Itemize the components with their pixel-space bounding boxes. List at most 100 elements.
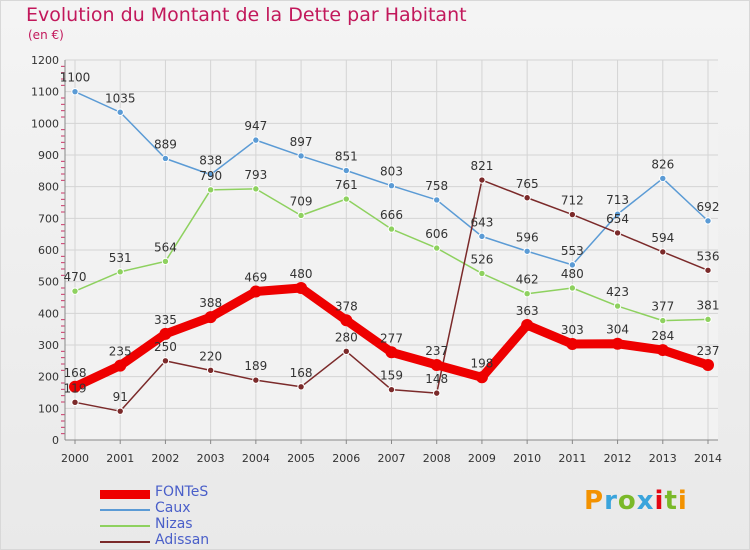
- y-tick-label: 400: [38, 307, 59, 320]
- x-tick-label: 2014: [694, 452, 722, 465]
- x-tick-label: 2007: [378, 452, 406, 465]
- data-label: 564: [154, 240, 177, 254]
- data-label: 666: [380, 208, 403, 222]
- x-tick-label: 2008: [423, 452, 451, 465]
- data-label: 821: [470, 159, 493, 173]
- data-label: 235: [109, 345, 132, 359]
- data-label: 851: [335, 150, 358, 164]
- logo-letter: i: [654, 486, 665, 516]
- data-label: 713: [606, 193, 629, 207]
- data-point: [523, 194, 531, 202]
- data-label: 531: [109, 251, 132, 265]
- x-tick-label: 2011: [558, 452, 586, 465]
- data-label: 237: [697, 344, 720, 358]
- legend-label: Caux: [155, 500, 191, 516]
- data-point: [297, 383, 305, 391]
- data-label: 469: [244, 270, 267, 284]
- y-tick-label: 1100: [31, 86, 59, 99]
- data-label: 793: [244, 168, 267, 182]
- data-label: 761: [335, 178, 358, 192]
- data-label: 462: [516, 273, 539, 287]
- data-label: 606: [425, 227, 448, 241]
- legend-label: Adissan: [155, 532, 210, 548]
- data-label: 765: [516, 177, 539, 191]
- legend-label: FONTeS: [155, 484, 209, 500]
- data-label: 335: [154, 313, 177, 327]
- data-label: 712: [561, 194, 584, 208]
- data-point: [71, 287, 79, 295]
- legend-swatch: [100, 541, 150, 543]
- data-point: [295, 282, 308, 294]
- data-point: [478, 269, 486, 278]
- x-tick-label: 2000: [61, 452, 89, 465]
- data-label: 654: [606, 212, 629, 226]
- logo-letter: P: [584, 486, 605, 516]
- data-point: [342, 166, 350, 175]
- data-label: 284: [651, 329, 674, 343]
- data-label: 790: [199, 169, 222, 183]
- data-point: [568, 284, 577, 292]
- data-point: [116, 268, 124, 276]
- data-point: [659, 316, 667, 325]
- x-tick-label: 2012: [604, 452, 632, 465]
- data-label: 643: [470, 215, 493, 229]
- legend-label: Nizas: [155, 516, 193, 532]
- logo-letter: i: [677, 486, 688, 516]
- chart-title: Evolution du Montant de la Dette par Hab…: [26, 4, 467, 26]
- data-point: [613, 229, 622, 237]
- data-point: [71, 87, 79, 96]
- data-label: 363: [516, 304, 539, 318]
- data-point: [566, 338, 579, 351]
- data-label: 304: [606, 323, 629, 337]
- data-label: 277: [380, 331, 403, 345]
- y-tick-label: 600: [38, 244, 59, 257]
- data-label: 709: [290, 194, 313, 208]
- y-tick-label: 800: [38, 181, 59, 194]
- data-point: [161, 257, 170, 266]
- x-tick-label: 2004: [242, 452, 270, 465]
- data-point: [478, 176, 486, 184]
- data-label: 553: [561, 244, 584, 258]
- data-label: 119: [64, 381, 87, 395]
- x-tick-label: 2006: [332, 452, 360, 465]
- data-label: 198: [470, 356, 493, 370]
- data-point: [342, 347, 350, 356]
- data-point: [475, 371, 488, 384]
- data-label: 594: [651, 231, 674, 245]
- y-tick-label: 1000: [31, 117, 59, 130]
- data-point: [161, 154, 170, 163]
- data-label: 91: [113, 390, 128, 404]
- data-label: 168: [290, 366, 313, 380]
- data-label: 480: [290, 267, 313, 281]
- data-label: 378: [335, 299, 358, 313]
- x-tick-label: 2003: [197, 452, 225, 465]
- data-label: 280: [335, 330, 358, 344]
- data-point: [704, 315, 712, 324]
- legend-swatch: [100, 525, 150, 527]
- data-point: [523, 247, 531, 255]
- data-point: [568, 261, 577, 269]
- x-tick-label: 2002: [151, 452, 179, 465]
- data-point: [385, 346, 398, 359]
- data-point: [116, 407, 124, 415]
- data-point: [206, 186, 215, 194]
- data-label: 536: [697, 249, 720, 263]
- logo-letter: t: [664, 486, 678, 516]
- legend-item-fontes: FONTeS: [100, 484, 300, 502]
- data-label: 692: [697, 200, 720, 214]
- data-point: [161, 357, 170, 365]
- data-label: 947: [244, 119, 267, 133]
- y-tick-label: 700: [38, 212, 59, 225]
- x-tick-label: 2010: [513, 452, 541, 465]
- data-point: [433, 196, 441, 204]
- data-point: [71, 398, 79, 407]
- data-point: [523, 290, 531, 298]
- data-point: [656, 344, 669, 357]
- data-point: [613, 302, 622, 310]
- data-point: [159, 327, 172, 340]
- data-label: 803: [380, 165, 403, 179]
- data-label: 1100: [60, 71, 91, 85]
- data-label: 838: [199, 154, 222, 168]
- data-point: [704, 266, 712, 274]
- data-point: [252, 376, 260, 384]
